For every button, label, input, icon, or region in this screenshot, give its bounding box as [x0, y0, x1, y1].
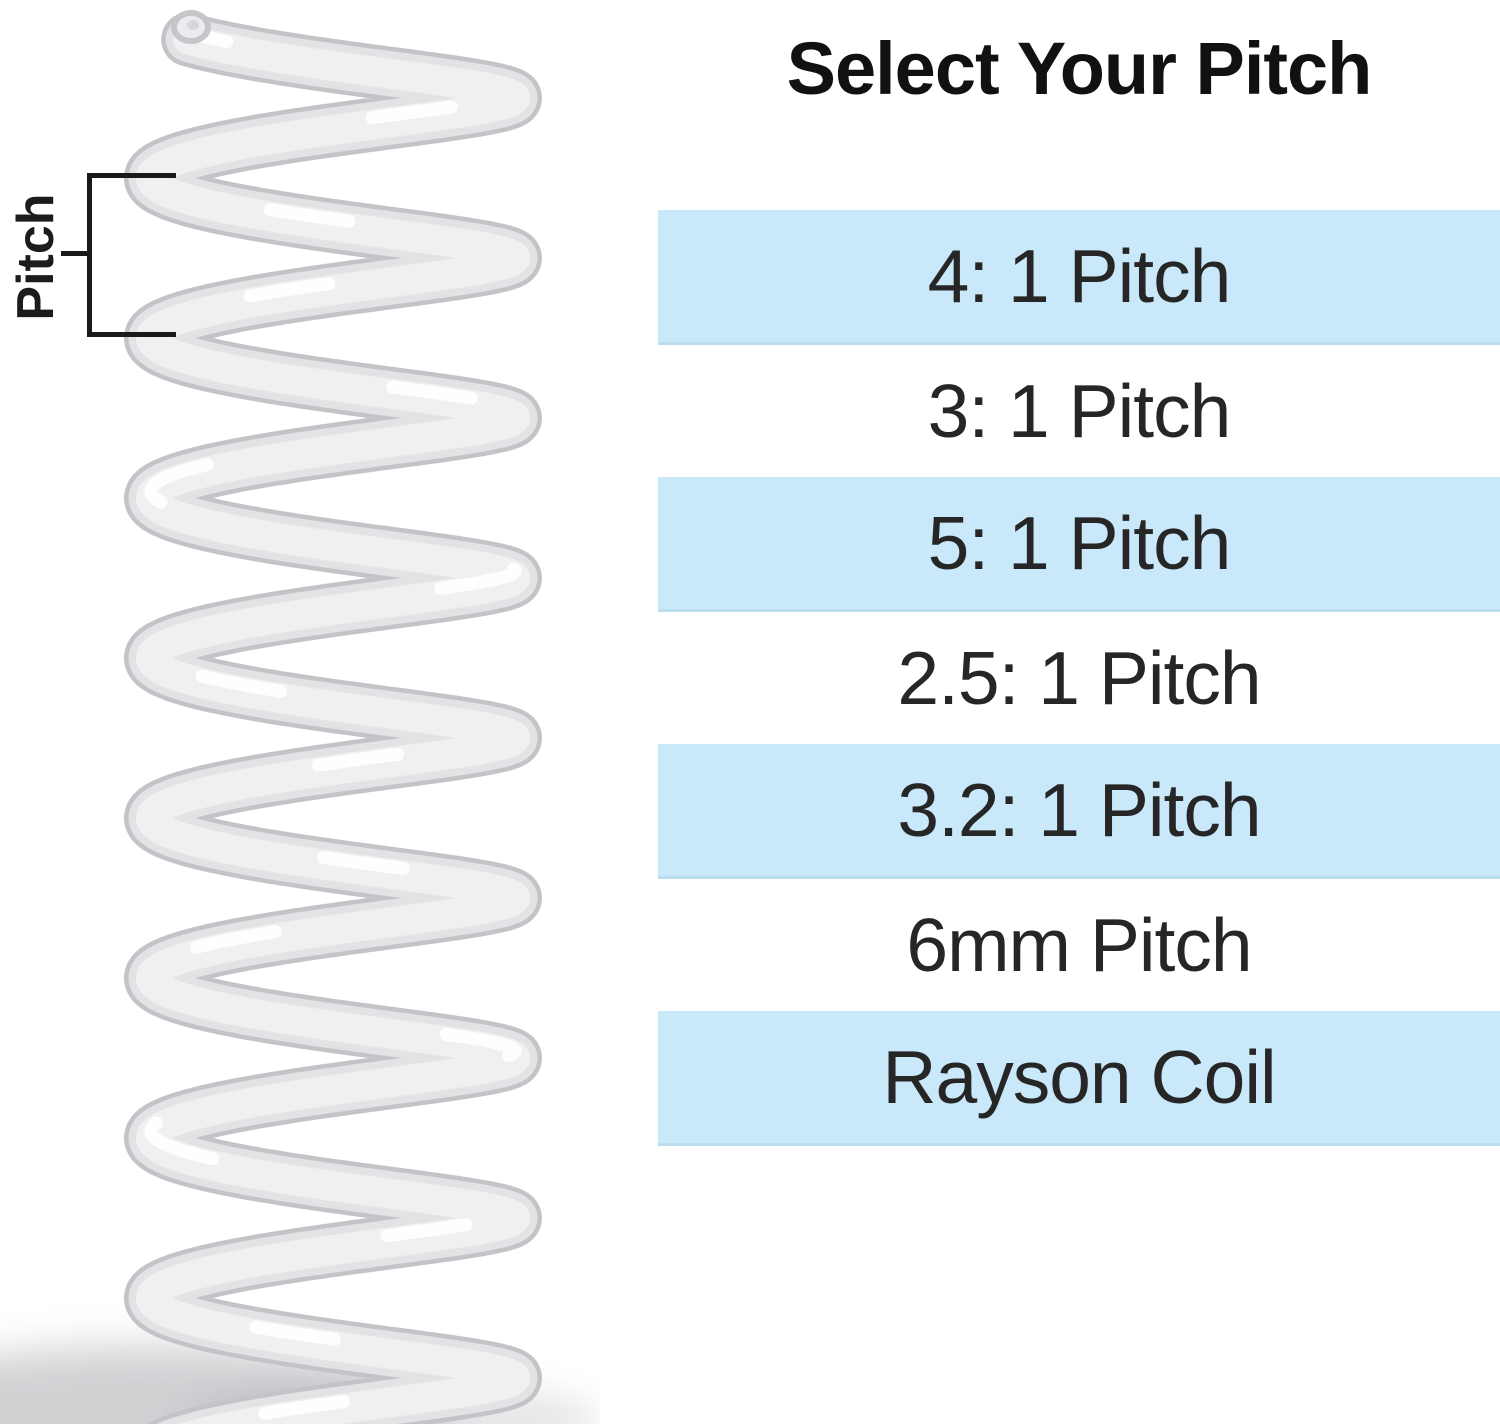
pitch-option-6[interactable]: Rayson Coil	[658, 1011, 1500, 1146]
bracket-bottom-line	[87, 332, 176, 337]
pitch-options-list: 4: 1 Pitch 3: 1 Pitch 5: 1 Pitch 2.5: 1 …	[658, 210, 1500, 1146]
spiral-coil-photo	[0, 0, 600, 1424]
pitch-option-label: 3.2: 1 Pitch	[897, 768, 1261, 852]
pitch-option-1[interactable]: 3: 1 Pitch	[658, 345, 1500, 477]
pitch-option-0[interactable]: 4: 1 Pitch	[658, 210, 1500, 345]
pitch-option-3[interactable]: 2.5: 1 Pitch	[658, 612, 1500, 744]
coil-tube-core	[136, 24, 530, 1424]
coil-tip-hole	[187, 20, 199, 30]
coil-canvas	[0, 10, 600, 1424]
bracket-vertical-line	[87, 173, 92, 337]
pitch-option-label: 2.5: 1 Pitch	[897, 636, 1261, 720]
bracket-top-line	[87, 173, 176, 178]
pitch-option-label: 5: 1 Pitch	[927, 501, 1232, 585]
pitch-option-label: 6mm Pitch	[906, 903, 1252, 987]
bracket-middle-tick	[61, 251, 87, 256]
panel-title: Select Your Pitch	[786, 27, 1373, 110]
pitch-option-label: Rayson Coil	[882, 1035, 1276, 1119]
pitch-option-4[interactable]: 3.2: 1 Pitch	[658, 744, 1500, 879]
pitch-option-label: 4: 1 Pitch	[927, 234, 1232, 318]
pitch-label: Pitch	[7, 193, 65, 321]
pitch-option-5[interactable]: 6mm Pitch	[658, 879, 1500, 1011]
pitch-option-label: 3: 1 Pitch	[927, 369, 1232, 453]
pitch-option-2[interactable]: 5: 1 Pitch	[658, 477, 1500, 612]
